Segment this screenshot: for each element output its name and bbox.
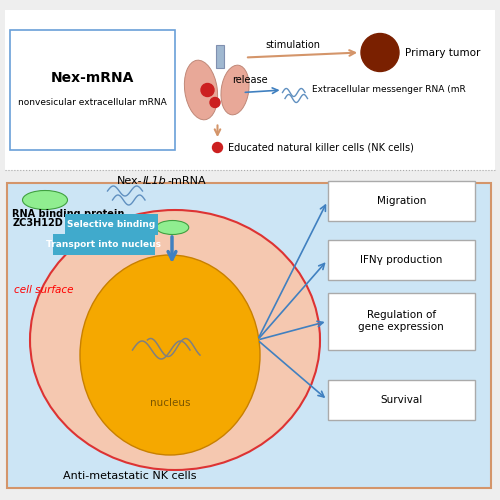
Text: Primary tumor: Primary tumor	[405, 48, 480, 58]
FancyBboxPatch shape	[10, 30, 175, 150]
Bar	[216, 45, 224, 68]
Text: Nex-: Nex-	[117, 176, 142, 186]
Text: IFNγ production: IFNγ production	[360, 255, 442, 265]
FancyBboxPatch shape	[328, 292, 475, 350]
FancyBboxPatch shape	[328, 240, 475, 280]
Text: release: release	[232, 75, 268, 85]
Text: Survival: Survival	[380, 395, 422, 405]
Text: Regulation of
gene expression: Regulation of gene expression	[358, 310, 444, 332]
Ellipse shape	[22, 190, 68, 210]
Ellipse shape	[221, 65, 249, 115]
Text: Educated natural killer cells (NK cells): Educated natural killer cells (NK cells)	[228, 142, 414, 152]
Text: Anti-metastatic NK cells: Anti-metastatic NK cells	[63, 471, 197, 481]
Text: nonvesicular extracellular mRNA: nonvesicular extracellular mRNA	[18, 98, 167, 107]
FancyBboxPatch shape	[328, 181, 475, 221]
Ellipse shape	[80, 255, 260, 455]
Text: Migration: Migration	[376, 196, 426, 206]
Circle shape	[361, 34, 399, 72]
Text: stimulation: stimulation	[265, 40, 320, 50]
Text: Selective binding: Selective binding	[67, 220, 155, 229]
Text: RNA binding protein: RNA binding protein	[12, 209, 125, 219]
Text: ZC3H12D: ZC3H12D	[12, 218, 63, 228]
Text: cell surface: cell surface	[14, 285, 74, 295]
Ellipse shape	[156, 220, 189, 234]
FancyBboxPatch shape	[52, 234, 155, 255]
Ellipse shape	[30, 210, 320, 470]
Circle shape	[212, 142, 222, 152]
Text: Transport into nucleus: Transport into nucleus	[46, 240, 161, 249]
FancyBboxPatch shape	[65, 214, 158, 235]
Circle shape	[201, 84, 214, 96]
Bar	[5, 10, 495, 170]
Text: nucleus: nucleus	[150, 398, 190, 407]
FancyBboxPatch shape	[328, 380, 475, 420]
Circle shape	[210, 98, 220, 108]
Ellipse shape	[184, 60, 218, 120]
Text: Extracellular messenger RNA (mR: Extracellular messenger RNA (mR	[312, 86, 466, 94]
Text: IL1b: IL1b	[142, 176, 166, 186]
FancyBboxPatch shape	[7, 182, 491, 488]
Text: -mRNA: -mRNA	[168, 176, 206, 186]
Text: Nex-mRNA: Nex-mRNA	[51, 70, 134, 85]
